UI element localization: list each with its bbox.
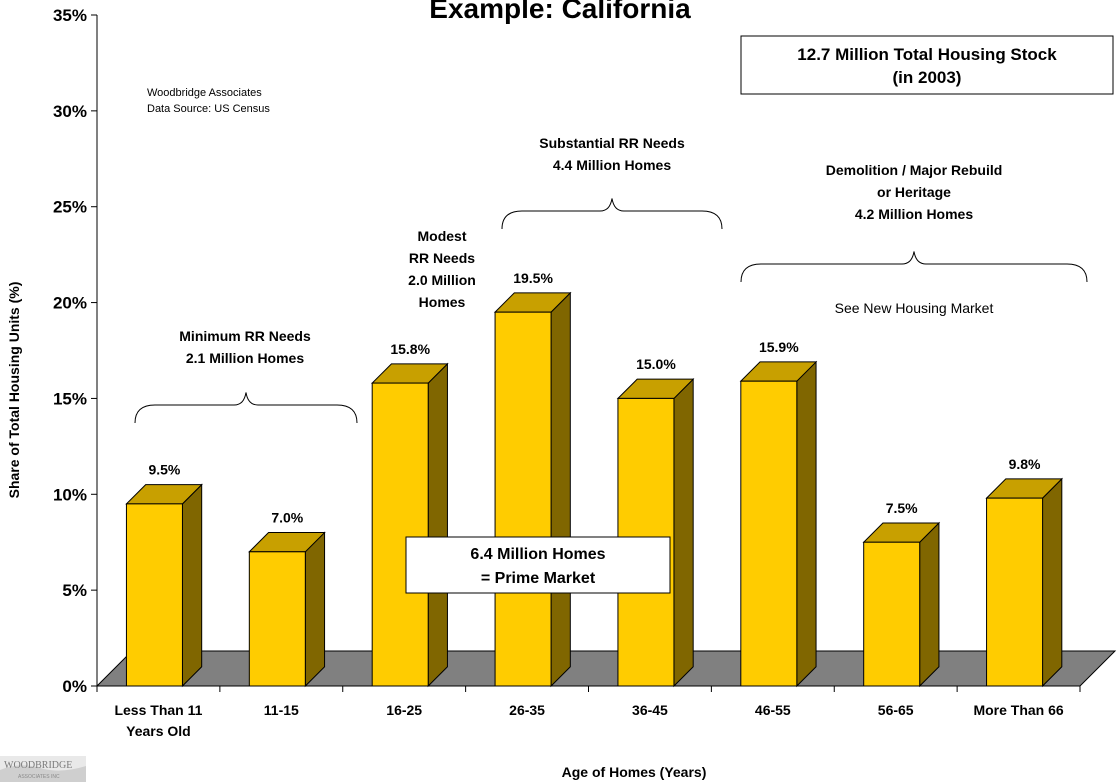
group-label-line: 4.2 Million Homes: [855, 206, 973, 222]
y-tick-label: 30%: [53, 102, 87, 121]
data-label: 19.5%: [513, 270, 553, 286]
bar: [985, 477, 1064, 688]
group-label-line: 4.4 Million Homes: [553, 157, 671, 173]
data-label: 15.0%: [636, 356, 676, 372]
group-label-line: Minimum RR Needs: [179, 328, 311, 344]
y-tick-label: 35%: [53, 6, 87, 25]
data-label: 9.5%: [148, 462, 180, 478]
group-annotation: Substantial RR Needs 4.4 Million Homes: [501, 135, 723, 230]
y-tick-label: 15%: [53, 389, 87, 408]
bar-side: [181, 483, 203, 688]
prime-market-line-1: 6.4 Million Homes: [470, 546, 605, 563]
y-tick-label: 25%: [53, 198, 87, 217]
bar: [739, 360, 818, 688]
x-tick-label: 26-35: [509, 702, 545, 718]
data-label: 15.8%: [390, 341, 430, 357]
prime-market-line-2: = Prime Market: [481, 570, 596, 587]
bar-side: [304, 531, 326, 688]
group-label-line: or Heritage: [877, 184, 951, 200]
x-tick-label: Less Than 11: [114, 702, 202, 718]
group-label-line: 2.1 Million Homes: [186, 350, 304, 366]
bar: [862, 521, 941, 688]
group-label-line: Modest: [418, 228, 467, 244]
x-tick-label: 16-25: [386, 702, 422, 718]
bar-front: [863, 541, 921, 687]
data-label: 9.8%: [1009, 456, 1041, 472]
bar-front: [248, 551, 306, 687]
chart-title: Example: California: [429, 0, 691, 24]
data-label: 15.9%: [759, 339, 799, 355]
total-stock-box: [740, 35, 1114, 95]
data-labels: 9.5% 7.0% 15.8% 19.5% 15.0% 15.9% 7.5% 9.8%: [148, 270, 1041, 526]
y-tick-label: 5%: [62, 581, 87, 600]
bar-side: [427, 362, 448, 688]
group-annotation: Modest RR Needs 2.0 Million Homes: [408, 228, 476, 310]
data-label: 7.5%: [886, 500, 918, 516]
bar-side: [673, 377, 694, 688]
bar-side: [919, 521, 940, 688]
x-tick-label: Years Old: [126, 723, 191, 739]
bar-front: [125, 503, 183, 687]
total-stock-line-1: 12.7 Million Total Housing Stock: [797, 45, 1057, 64]
group-label-line: Homes: [419, 294, 466, 310]
y-tick-label: 20%: [53, 294, 87, 313]
group-brace: [501, 198, 723, 230]
bar: [370, 362, 449, 688]
group-annotation: Minimum RR Needs 2.1 Million Homes: [134, 328, 358, 424]
x-tick-label: 46-55: [755, 702, 791, 718]
y-tick-label: 0%: [62, 677, 87, 696]
source-line-1: Woodbridge Associates: [147, 87, 262, 99]
x-tick-label: More Than 66: [973, 702, 1063, 718]
group-annotation: Demolition / Major Rebuild or Heritage 4.2…: [740, 162, 1088, 283]
data-label: 7.0%: [271, 510, 303, 526]
group-label-line: Demolition / Major Rebuild: [826, 162, 1003, 178]
bar: [125, 483, 203, 688]
x-tick-label: 56-65: [878, 702, 914, 718]
bar-front: [371, 382, 429, 687]
bar-front: [494, 311, 552, 687]
bar-front: [986, 497, 1044, 687]
group-brace: [134, 392, 358, 424]
source-line-2: Data Source: US Census: [147, 103, 270, 115]
new-market-note: See New Housing Market: [835, 300, 994, 316]
group-brace: [740, 251, 1088, 283]
y-axis-label: Share of Total Housing Units (%): [6, 282, 22, 499]
bar-side: [796, 360, 817, 688]
group-label-line: 2.0 Million: [408, 272, 476, 288]
woodbridge-logo: WOODBRIDGE ASSOCIATES INC: [0, 756, 86, 782]
bar-front: [740, 380, 798, 687]
bars: [125, 291, 1064, 688]
x-axis-ticks: Less Than 11 Years Old 11-15 16-25 26-35 36-4…: [96, 686, 1081, 739]
bar-side: [550, 291, 571, 688]
bar: [493, 291, 572, 688]
bar: [248, 531, 326, 688]
logo-subtext: ASSOCIATES INC: [18, 774, 60, 780]
bar-side: [1042, 477, 1063, 688]
x-axis-label: Age of Homes (Years): [562, 764, 707, 780]
y-axis-ticks: 0% 5% 10% 15% 20% 25% 30% 35%: [53, 6, 97, 696]
logo-text: WOODBRIDGE: [4, 760, 72, 771]
y-tick-label: 10%: [53, 485, 87, 504]
group-label-line: Substantial RR Needs: [539, 135, 685, 151]
prime-market-box: [405, 536, 671, 594]
bar: [616, 377, 695, 688]
x-tick-label: 36-45: [632, 702, 668, 718]
x-tick-label: 11-15: [264, 702, 299, 718]
total-stock-line-2: (in 2003): [893, 68, 962, 87]
group-label-line: RR Needs: [409, 250, 475, 266]
group-annotations: Minimum RR Needs 2.1 Million Homes Modest R…: [134, 135, 1088, 424]
